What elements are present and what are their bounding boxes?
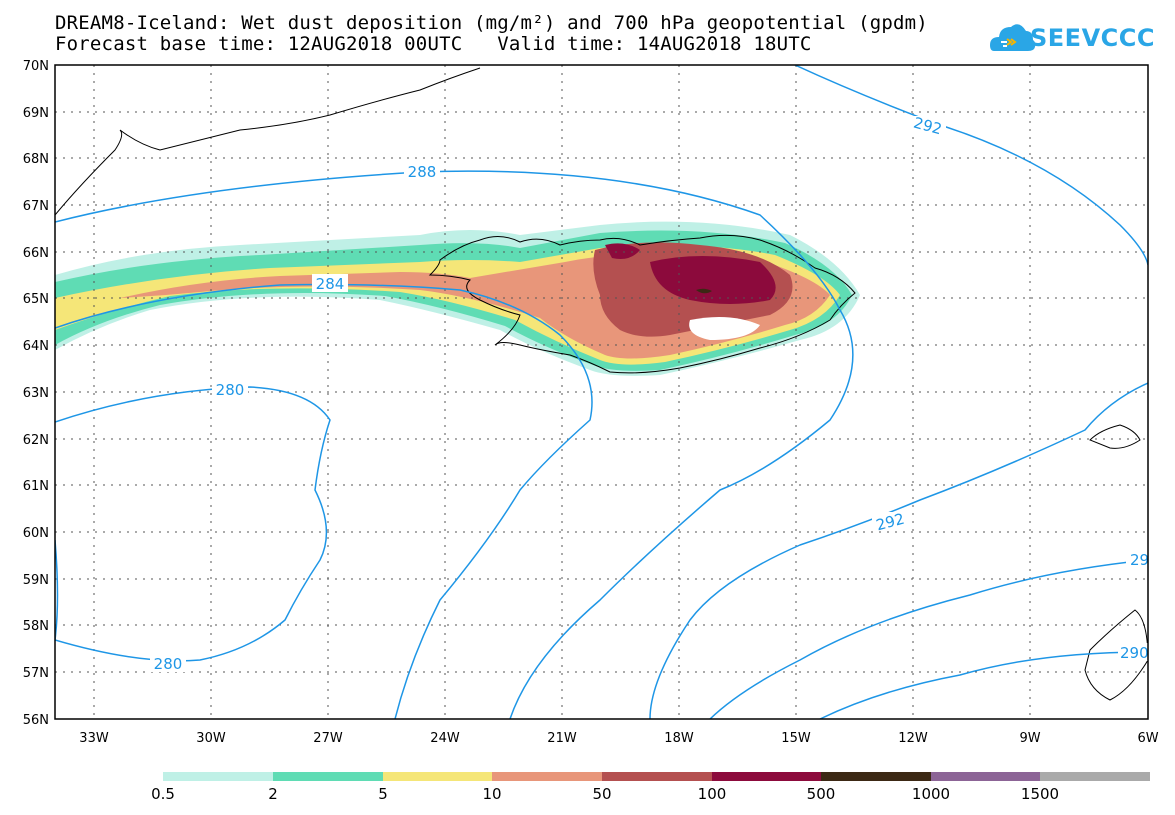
legend-swatch (821, 772, 931, 781)
lat-label: 63N (23, 386, 49, 401)
lon-label: 33W (79, 731, 109, 746)
logo-text: SEEVCCC (1030, 24, 1155, 52)
map-frame (54, 64, 1149, 720)
lat-label: 64N (23, 339, 49, 354)
lon-label: 18W (664, 731, 694, 746)
lat-label: 60N (23, 526, 49, 541)
legend-swatch (383, 772, 492, 781)
lon-label: 27W (313, 731, 343, 746)
contour-label: 290 (1120, 644, 1149, 662)
contour-label: 280 (216, 381, 245, 399)
longitude-labels: 33W 30W 27W 24W 21W 18W 15W 12W 9W 6W (79, 731, 1158, 746)
legend-label: 0.5 (151, 785, 175, 803)
lon-label: 6W (1137, 731, 1158, 746)
lat-label: 59N (23, 573, 49, 588)
cloud-logo-icon (990, 24, 1036, 51)
legend-swatch (712, 772, 821, 781)
dust-deposition-shading (55, 221, 860, 376)
contour-label: 284 (316, 275, 345, 293)
lat-label: 66N (23, 246, 49, 261)
geopotential-contours (55, 65, 1148, 719)
legend-swatch (492, 772, 602, 781)
legend-swatch (163, 772, 273, 781)
lon-label: 15W (781, 731, 811, 746)
lat-label: 68N (23, 152, 49, 167)
contour-label: 280 (154, 655, 183, 673)
legend-label: 50 (592, 785, 611, 803)
lon-label: 21W (547, 731, 577, 746)
lat-label: 56N (23, 713, 49, 728)
chart-title: DREAM8-Iceland: Wet dust deposition (mg/… (55, 12, 928, 34)
legend-swatch (602, 772, 712, 781)
lon-label: 9W (1019, 731, 1040, 746)
legend-label: 2 (268, 785, 278, 803)
lon-label: 12W (898, 731, 928, 746)
legend-label: 10 (482, 785, 501, 803)
legend-swatch (1040, 772, 1150, 781)
legend-swatch (931, 772, 1040, 781)
legend-swatch (273, 772, 383, 781)
legend-label: 1500 (1021, 785, 1059, 803)
legend-label: 5 (378, 785, 388, 803)
lat-label: 57N (23, 666, 49, 681)
contour-label: 29 (1130, 551, 1149, 569)
lat-label: 62N (23, 433, 49, 448)
lat-label: 65N (23, 292, 49, 307)
lat-label: 58N (23, 619, 49, 634)
lon-label: 30W (196, 731, 226, 746)
latitude-labels: 70N 69N 68N 67N 66N 65N 64N 63N 62N 61N … (23, 59, 49, 728)
lat-label: 70N (23, 59, 49, 74)
legend-label: 1000 (912, 785, 950, 803)
map-area: 288 284 280 280 292 292 29 290 (55, 65, 1149, 719)
lat-label: 69N (23, 106, 49, 121)
lat-label: 61N (23, 479, 49, 494)
lat-label: 67N (23, 199, 49, 214)
legend-label: 100 (698, 785, 727, 803)
lon-label: 24W (430, 731, 460, 746)
legend-label: 500 (807, 785, 836, 803)
contour-label: 288 (408, 163, 437, 181)
chart-subtitle: Forecast base time: 12AUG2018 00UTC Vali… (55, 33, 812, 55)
legend: 0.5 2 5 10 50 100 500 1000 1500 (151, 772, 1150, 803)
